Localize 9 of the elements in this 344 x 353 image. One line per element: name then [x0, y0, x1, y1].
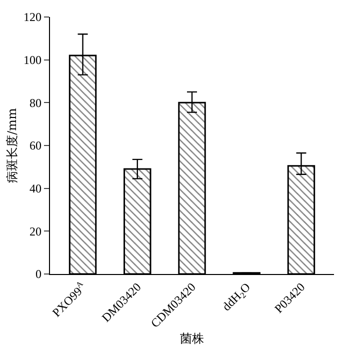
y-tick-label: 120 — [24, 10, 42, 24]
y-tick-label: 60 — [30, 138, 42, 153]
y-tick-label: 40 — [30, 182, 42, 196]
y-tick-label: 0 — [36, 267, 42, 282]
y-tick-label: 100 — [24, 53, 42, 68]
x-axis-title: 菌株 — [180, 331, 204, 346]
y-tick-label: 80 — [30, 96, 42, 110]
y-tick-label: 20 — [30, 224, 42, 238]
y-axis-title: 病斑长度/mm — [4, 107, 19, 183]
